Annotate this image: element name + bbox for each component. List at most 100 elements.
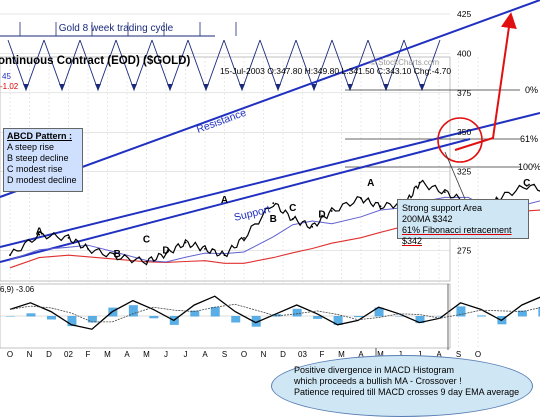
abcd-line-b: B steep decline (7, 153, 69, 163)
price-point (525, 184, 528, 187)
fib-0-label: 0% (525, 85, 538, 95)
channel-middle-line (0, 112, 540, 248)
price-point (496, 197, 499, 200)
contract-title: ontinuous Contract (EOD) ($GOLD) (0, 55, 190, 67)
month-tick-label: S (222, 350, 227, 359)
fib-100-label: 100% (518, 162, 540, 172)
price-point (311, 225, 314, 228)
price-point (87, 247, 89, 250)
price-tick-label: 275 (457, 245, 471, 255)
cycle-arrow (95, 84, 101, 90)
macd-histogram-bar (251, 316, 261, 327)
trading-cycle-zigzag (7, 22, 441, 92)
macd-histogram-bar (517, 310, 527, 317)
month-tick-label: O (241, 350, 247, 359)
macd-histogram-bar (149, 316, 159, 319)
macd-histogram-bar (374, 307, 384, 317)
resistance-line (0, 0, 540, 198)
macd-note-line3: Patience required till MACD crosses 9 da… (294, 387, 520, 397)
price-point (145, 260, 148, 263)
month-tick-label: J (184, 350, 188, 359)
month-tick-label: J (164, 350, 168, 359)
pattern-label-c: C (289, 203, 296, 214)
month-tick-label: A (436, 350, 442, 359)
month-tick-label: M (338, 350, 345, 359)
macd-histogram-bar (456, 306, 466, 317)
abcd-line-d: D modest decline (7, 175, 77, 185)
price-point (291, 218, 294, 220)
price-point (418, 181, 421, 184)
cycle-arrow (383, 84, 389, 90)
cycle-arrow (311, 84, 317, 90)
cycle-arrow (347, 84, 353, 90)
month-tick-label: N (27, 350, 33, 359)
left-fragment-2: -1.02 (0, 82, 19, 91)
macd-histogram-bar (67, 316, 77, 327)
cycle-arrow (239, 84, 245, 90)
cycle-title: Gold 8 week trading cycle (59, 23, 174, 34)
price-point (223, 254, 226, 257)
macd-histogram-bar (415, 316, 425, 324)
pattern-label-d: D (318, 209, 325, 220)
month-tick-label: D (280, 350, 286, 359)
month-tick-label: A (202, 350, 208, 359)
price-axis-labels: 425 400 375 350 325 275 (457, 9, 471, 255)
macd-signal-line (9, 303, 540, 323)
month-tick-label: M (143, 350, 150, 359)
pattern-label-b: B (114, 249, 121, 260)
macd-histogram-bar (292, 308, 302, 317)
price-point (272, 202, 275, 205)
price-point (330, 210, 333, 212)
cycle-arrow (275, 84, 281, 90)
cycle-arrow (23, 84, 29, 90)
watermark: © StockCharts.com (370, 58, 439, 67)
quote-line: 15-Jul-2003 O:347.80 H:349.80 L:341.50 C… (220, 66, 451, 76)
callout-line (444, 151, 466, 200)
support-line1: Strong support Area (402, 203, 483, 213)
macd-histogram-bar (476, 315, 486, 317)
pattern-label-c: C (143, 235, 150, 246)
month-tick-label: 02 (64, 350, 73, 359)
macd-histogram-bar (354, 316, 364, 318)
month-tick-label: D (46, 350, 52, 359)
macd-histogram-bar (190, 310, 200, 317)
month-tick-label: S (456, 350, 461, 359)
abcd-line-a: A steep rise (7, 142, 55, 152)
month-tick-label: F (86, 350, 91, 359)
month-tick-label: N (261, 350, 267, 359)
price-point (204, 247, 206, 250)
month-tick-label: A (124, 350, 130, 359)
pattern-label-d: D (162, 246, 169, 257)
price-point (38, 233, 41, 236)
price-point (165, 252, 167, 255)
abcd-line-c: C modest rise (7, 164, 63, 174)
ma-50-line (9, 196, 540, 263)
macd-note-line1: Positive divergence in MACD Histogram (294, 365, 455, 375)
support-circle (437, 117, 483, 163)
fib-61-label: 61% (520, 134, 538, 144)
macd-histogram-bar (333, 316, 343, 325)
cycle-arrow (131, 84, 137, 90)
macd-histogram-bar (6, 316, 15, 317)
price-tick-label: 375 (457, 88, 471, 98)
cycle-arrow (167, 84, 173, 90)
macd-histogram-bar (87, 316, 97, 323)
macd-histogram-bar (231, 316, 241, 323)
support-area-box: Strong support Area 200MA $342 61% Fibon… (397, 199, 529, 246)
month-tick-label: M (104, 350, 111, 359)
macd-histogram-bar (26, 313, 36, 317)
price-point (9, 254, 11, 257)
month-tick-label: O (7, 350, 13, 359)
price-point (443, 191, 446, 194)
month-tick-label: A (358, 350, 364, 359)
macd-histogram-bar (272, 314, 282, 317)
price-point (184, 241, 187, 244)
abcd-heading: ABCD Pattern : (7, 131, 73, 141)
pattern-label-c: C (523, 178, 530, 189)
month-tick-label: 03 (298, 350, 307, 359)
support-line3: 61% Fibonacci retracement $342 (402, 225, 512, 246)
cycle-arrow (59, 84, 65, 90)
pattern-label-a: A (367, 178, 374, 189)
price-point (379, 205, 382, 208)
pattern-label-b: B (270, 214, 277, 225)
